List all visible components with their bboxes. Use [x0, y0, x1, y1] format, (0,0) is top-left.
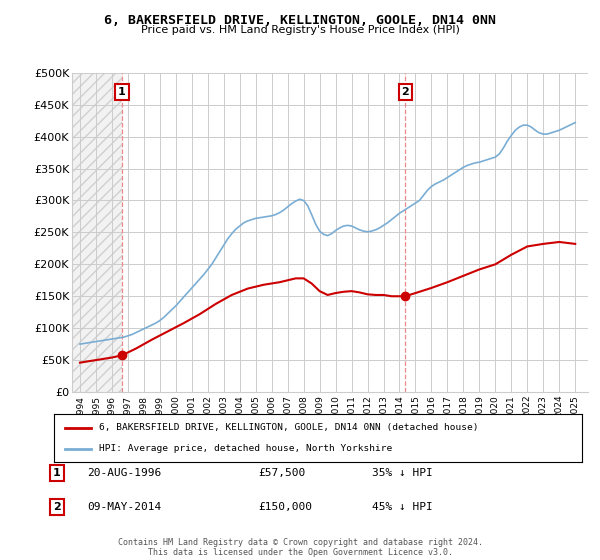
Text: 6, BAKERSFIELD DRIVE, KELLINGTON, GOOLE, DN14 0NN: 6, BAKERSFIELD DRIVE, KELLINGTON, GOOLE,…: [104, 14, 496, 27]
Text: 1: 1: [53, 468, 61, 478]
Text: £57,500: £57,500: [258, 468, 305, 478]
Text: 09-MAY-2014: 09-MAY-2014: [87, 502, 161, 512]
Text: 20-AUG-1996: 20-AUG-1996: [87, 468, 161, 478]
Bar: [72, 73, 122, 392]
Text: 6, BAKERSFIELD DRIVE, KELLINGTON, GOOLE, DN14 0NN (detached house): 6, BAKERSFIELD DRIVE, KELLINGTON, GOOLE,…: [99, 423, 478, 432]
Text: 1: 1: [118, 87, 126, 97]
Text: 2: 2: [401, 87, 409, 97]
Text: 2: 2: [53, 502, 61, 512]
Text: 35% ↓ HPI: 35% ↓ HPI: [372, 468, 433, 478]
Text: HPI: Average price, detached house, North Yorkshire: HPI: Average price, detached house, Nort…: [99, 444, 392, 453]
Text: £150,000: £150,000: [258, 502, 312, 512]
Text: Contains HM Land Registry data © Crown copyright and database right 2024.
This d: Contains HM Land Registry data © Crown c…: [118, 538, 482, 557]
Text: Price paid vs. HM Land Registry's House Price Index (HPI): Price paid vs. HM Land Registry's House …: [140, 25, 460, 35]
Text: 45% ↓ HPI: 45% ↓ HPI: [372, 502, 433, 512]
